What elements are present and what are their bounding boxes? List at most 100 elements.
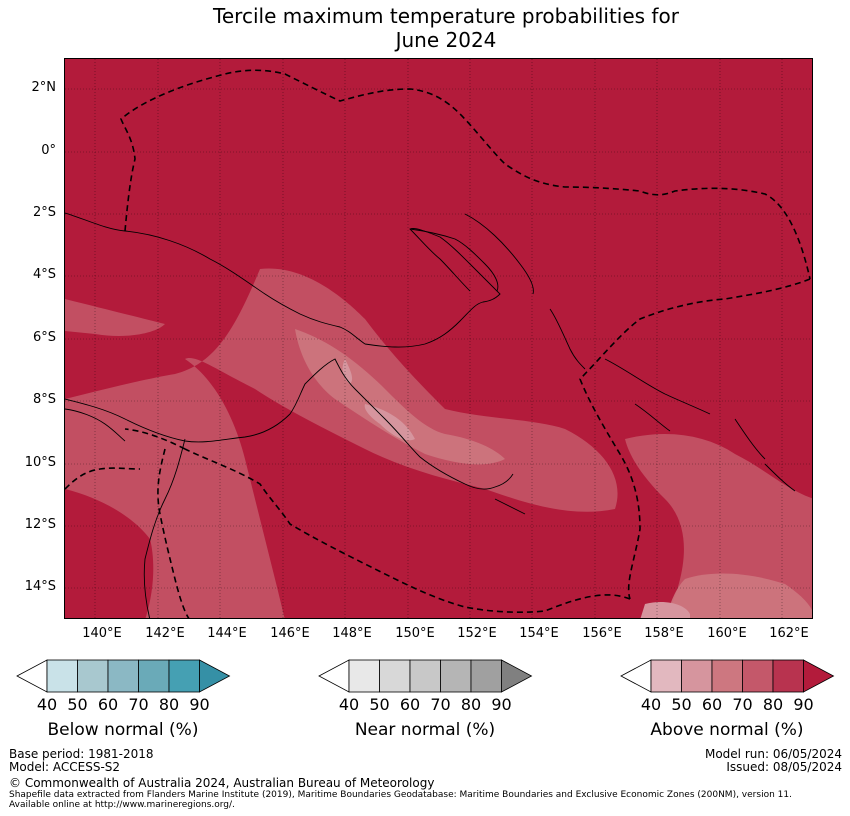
legend-near-normal-segment-3 bbox=[409, 659, 441, 693]
legend-near-normal-title: Near normal (%) bbox=[354, 720, 496, 740]
legend-near-normal-tick: 80 bbox=[460, 695, 482, 714]
legend-below-normal-tick: 50 bbox=[67, 695, 88, 714]
title-line-2: June 2024 bbox=[395, 28, 497, 52]
map-svg bbox=[65, 59, 812, 618]
legend-above-normal-tick: 50 bbox=[671, 695, 692, 714]
new-ireland bbox=[464, 213, 534, 295]
shapefile-credit-1: Shapefile data extracted from Flanders M… bbox=[9, 790, 792, 800]
lat-label-2n: 2°N bbox=[31, 80, 57, 95]
eez-boundaries bbox=[65, 69, 811, 618]
solomon-islands-4 bbox=[764, 463, 796, 492]
cape-york bbox=[143, 438, 186, 618]
lon-label-154e: 154°E bbox=[519, 626, 559, 641]
graticule bbox=[65, 59, 812, 618]
new-britain bbox=[409, 228, 499, 292]
bougainville bbox=[549, 308, 586, 370]
legend-above-normal-tick: 40 bbox=[640, 695, 662, 714]
model-name: Model: ACCESS-S2 bbox=[9, 760, 121, 774]
new-guinea-coast-peninsula bbox=[364, 228, 501, 348]
legend-below-normal-segment-1 bbox=[46, 659, 78, 693]
above-normal-70-zone-east bbox=[625, 434, 812, 618]
png-eez-north bbox=[120, 69, 811, 280]
legend-above-normal-segment-4 bbox=[742, 659, 774, 693]
legend-above-normal-tick: 60 bbox=[701, 695, 723, 714]
legend-above-normal-tick: 90 bbox=[793, 695, 814, 714]
legend-below-normal-low-extend bbox=[16, 659, 48, 693]
lon-label-162e: 162°E bbox=[769, 626, 809, 641]
torres-strait-boundary bbox=[65, 467, 141, 490]
legend-above-normal-segment-2 bbox=[681, 659, 713, 693]
legend-above-normal-tick: 70 bbox=[732, 695, 753, 714]
legend-above-normal-low-extend bbox=[620, 659, 652, 693]
issued-date: Issued: 08/05/2024 bbox=[726, 760, 842, 774]
legend-above-normal-bar bbox=[620, 659, 835, 693]
legend-colorbars bbox=[16, 659, 835, 693]
above-normal-70-zone-west bbox=[65, 299, 165, 336]
lat-label-2s: 2°S bbox=[32, 205, 56, 220]
lon-label-150e: 150°E bbox=[395, 626, 435, 641]
lon-label-156e: 156°E bbox=[582, 626, 622, 641]
lat-label-4s: 4°S bbox=[32, 267, 56, 282]
legend-near-normal-tick: 70 bbox=[430, 695, 451, 714]
legend-below-normal-segment-4 bbox=[138, 659, 170, 693]
new-guinea-coast-south bbox=[65, 358, 466, 485]
legend-below-normal-title: Below normal (%) bbox=[47, 720, 199, 740]
lon-label-146e: 146°E bbox=[270, 626, 310, 641]
legend-below-normal-bar bbox=[16, 659, 231, 693]
above-normal-60-zone bbox=[295, 329, 505, 465]
lat-label-14s: 14°S bbox=[24, 579, 56, 594]
map-area bbox=[64, 58, 813, 619]
chart-title: Tercile maximum temperature probabilitie… bbox=[0, 4, 850, 52]
legend-below-normal-segment-5 bbox=[168, 659, 200, 693]
lon-label-160e: 160°E bbox=[707, 626, 747, 641]
legend-above-normal-segment-3 bbox=[711, 659, 743, 693]
png-eez-south bbox=[184, 448, 631, 613]
solomon-islands-1 bbox=[604, 358, 711, 415]
solomon-islands-2 bbox=[634, 403, 671, 432]
lat-label-0: 0° bbox=[41, 143, 56, 158]
base-period: Base period: 1981-2018 bbox=[9, 747, 154, 761]
legend-below-normal-tick: 60 bbox=[97, 695, 119, 714]
coastlines bbox=[65, 212, 796, 618]
legend-below-normal-segment-3 bbox=[107, 659, 139, 693]
legend-above-normal-high-extend bbox=[803, 659, 835, 693]
legend-above-normal-title: Above normal (%) bbox=[650, 720, 804, 740]
legend-above-normal-tick: 80 bbox=[762, 695, 784, 714]
above-normal-60-zone-south bbox=[665, 573, 812, 618]
png-australia-boundary bbox=[124, 428, 190, 618]
lon-label-144e: 144°E bbox=[207, 626, 247, 641]
title-line-1: Tercile maximum temperature probabilitie… bbox=[213, 4, 679, 28]
legend-below-normal-tick: 70 bbox=[128, 695, 149, 714]
legend-near-normal-bar bbox=[318, 659, 533, 693]
louisiade bbox=[494, 498, 526, 515]
lon-label-148e: 148°E bbox=[332, 626, 372, 641]
legend-near-normal-tick: 50 bbox=[369, 695, 390, 714]
legend-above-normal-segment-5 bbox=[772, 659, 804, 693]
legend-near-normal-segment-1 bbox=[348, 659, 380, 693]
legend-near-normal-low-extend bbox=[318, 659, 350, 693]
legend-below-normal-tick: 90 bbox=[189, 695, 210, 714]
lat-label-10s: 10°S bbox=[24, 455, 56, 470]
legend-near-normal-segment-2 bbox=[379, 659, 411, 693]
legend-near-normal-high-extend bbox=[501, 659, 533, 693]
shapefile-credit-2: Available online at http://www.marinereg… bbox=[9, 800, 235, 810]
lon-label-142e: 142°E bbox=[145, 626, 185, 641]
lon-label-158e: 158°E bbox=[644, 626, 684, 641]
legend-below-normal-high-extend bbox=[199, 659, 231, 693]
lat-label-6s: 6°S bbox=[32, 330, 56, 345]
legend-below-normal-segment-2 bbox=[77, 659, 109, 693]
australia-north bbox=[65, 408, 126, 442]
legend-near-normal-segment-5 bbox=[470, 659, 502, 693]
islands-east-tip bbox=[464, 473, 514, 490]
new-guinea-coast-north bbox=[65, 212, 366, 345]
copyright: © Commonwealth of Australia 2024, Austra… bbox=[9, 776, 435, 790]
legend-above-normal-segment-1 bbox=[650, 659, 682, 693]
lon-label-140e: 140°E bbox=[82, 626, 122, 641]
above-normal-70-zone-central bbox=[65, 268, 618, 618]
legend-below-normal-tick: 40 bbox=[36, 695, 58, 714]
legend-near-normal-tick: 60 bbox=[399, 695, 421, 714]
legend-near-normal-tick: 40 bbox=[338, 695, 360, 714]
legend-below-normal-tick: 80 bbox=[158, 695, 180, 714]
png-eez-east bbox=[579, 278, 811, 600]
lon-label-152e: 152°E bbox=[457, 626, 497, 641]
